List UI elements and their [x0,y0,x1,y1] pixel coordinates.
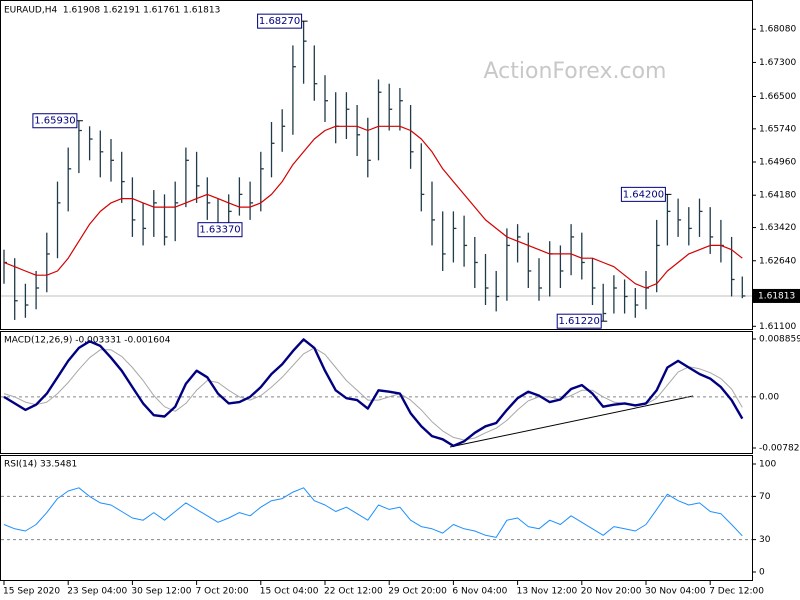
x-tick-label: 15 Oct 04:00 [260,587,319,597]
annotation-box [32,113,78,129]
annotation-box [197,222,243,238]
annotation-box [556,313,602,329]
x-tick-label: 29 Oct 20:00 [388,587,447,597]
x-tick-label: 7 Dec 12:00 [709,587,764,597]
x-tick-label: 13 Nov 12:00 [517,587,578,597]
annotation-label: 1.61220 [559,316,600,327]
panel-title: EURAUD,H4 1.61908 1.62191 1.61761 1.6181… [4,6,220,16]
watermark: ActionForex.com [484,59,667,84]
x-tick-label: 7 Oct 20:00 [196,587,249,597]
trend-line [449,395,694,448]
y-tick-label: 30 [759,535,771,545]
x-tick-label: 23 Sep 04:00 [67,587,127,597]
y-tick-label: 70 [759,492,771,502]
macd-panel [0,331,753,454]
macd-line [3,338,744,448]
panel-title: RSI(14) 33.5481 [4,460,77,470]
y-tick-label: 1.64180 [759,191,796,201]
y-tick-label: 1.66500 [759,92,796,102]
annotation-box [620,186,666,202]
y-tick-label: 1.63420 [759,223,796,233]
x-tick-label: 15 Sep 2020 [3,587,60,597]
y-tick-label: 1.61100 [759,322,796,332]
annotation-label: 1.63370 [199,225,240,236]
x-tick-label: 6 Nov 04:00 [452,587,507,597]
annotation-label: 1.64200 [623,189,664,200]
x-tick-label: 20 Nov 20:00 [581,587,642,597]
y-tick-label: 0.00 [759,392,779,402]
last-price-box [753,288,800,303]
y-tick-label: 1.68080 [759,25,796,35]
annotation-box [257,13,303,29]
panel-title: MACD(12,26,9) -0.003331 -0.001604 [4,336,171,346]
y-tick-label: 100 [759,459,776,469]
rsi-line [3,487,743,538]
y-tick-label: 1.62640 [759,256,796,266]
rsi-panel [0,455,753,581]
last-price-label: 1.61813 [758,291,795,301]
x-tick-label: 22 Oct 12:00 [324,587,383,597]
price-panel [0,0,753,330]
y-tick-label: -0.007826 [759,444,800,454]
annotation-label: 1.68270 [259,16,300,27]
y-tick-label: 1.67300 [759,58,796,68]
y-tick-label: 1.64960 [759,158,796,168]
annotation-label: 1.65930 [34,116,75,127]
x-tick-label: 30 Sep 12:00 [131,587,191,597]
x-tick-label: 30 Nov 04:00 [645,587,706,597]
y-tick-label: 1.65740 [759,124,796,134]
y-tick-label: 0 [759,568,765,578]
y-tick-label: 0.008859 [759,334,800,344]
moving-average [3,125,743,289]
